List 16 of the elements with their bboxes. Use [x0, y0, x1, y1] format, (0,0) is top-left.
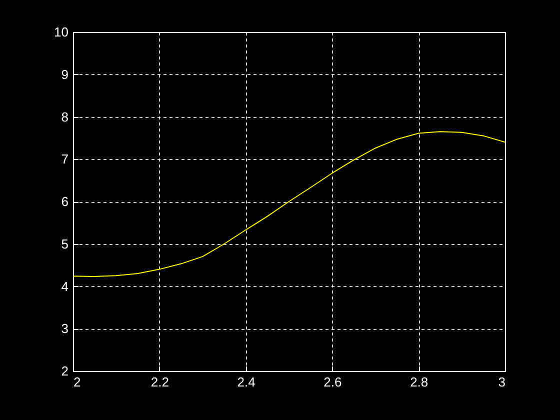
x-tick-label: 2.8: [410, 374, 428, 390]
y-tick-label: 6: [61, 194, 68, 209]
y-tick-label: 7: [61, 152, 68, 167]
y-tick-label: 4: [61, 278, 68, 294]
y-tick-label: 3: [61, 321, 68, 336]
x-tick-label: 2: [74, 374, 81, 390]
line-series: [73, 131, 505, 278]
x-tick-label: 2.4: [237, 374, 256, 390]
x-tick-label: 3: [498, 374, 506, 390]
x-tick-label: 2.6: [324, 374, 342, 390]
y-tick-label: 9: [61, 66, 68, 82]
x-tick-label: 2.2: [150, 374, 169, 390]
y-tick-label: 2: [61, 364, 68, 378]
y-tick-label: 5: [61, 236, 68, 252]
y-tick-label: 8: [61, 109, 68, 124]
y-tick-label: 10: [54, 24, 68, 40]
